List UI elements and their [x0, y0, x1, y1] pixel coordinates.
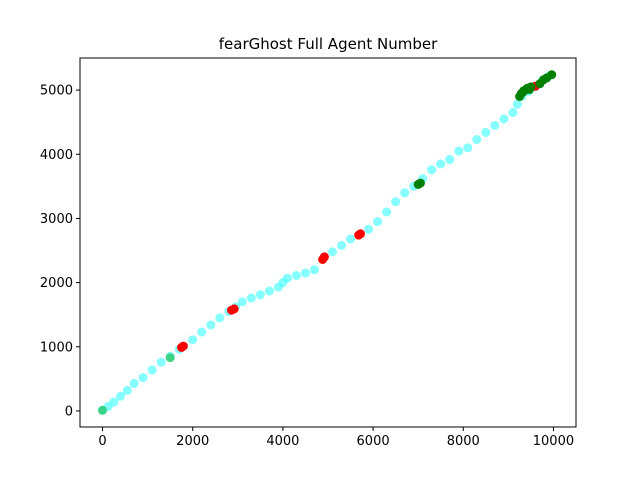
scatter-point — [346, 234, 355, 244]
scatter-point — [481, 127, 491, 137]
y-tick-label: 2000 — [40, 276, 73, 291]
scatter-point — [508, 108, 518, 117]
plot-marks — [98, 70, 557, 415]
axes-frame — [79, 57, 577, 428]
scatter-point — [373, 217, 383, 227]
scatter-point — [364, 224, 374, 234]
x-tick-label: 8000 — [447, 434, 480, 449]
scatter-point — [547, 70, 557, 80]
scatter-point — [255, 290, 265, 300]
scatter-point — [197, 327, 207, 337]
scatter-point — [445, 154, 455, 164]
y-tick-label: 5000 — [40, 84, 73, 99]
scatter-point — [415, 178, 425, 188]
y-axis: 0 1000 2000 3000 4000 5000 — [40, 84, 80, 419]
scatter-point — [472, 135, 482, 144]
x-tick-label: 6000 — [357, 434, 390, 449]
scatter-point — [129, 378, 139, 388]
scatter-point — [156, 357, 166, 367]
y-tick-label: 4000 — [40, 148, 73, 163]
scatter-point — [319, 252, 329, 262]
y-tick-label: 1000 — [40, 340, 73, 355]
x-tick-label: 4000 — [266, 434, 299, 449]
scatter-point — [147, 365, 157, 375]
scatter-point — [229, 304, 239, 314]
y-tick-label: 3000 — [40, 212, 73, 227]
scatter-point — [526, 82, 536, 92]
x-tick-label: 0 — [98, 434, 106, 449]
scatter-point — [264, 286, 274, 296]
scatter-point — [138, 373, 148, 383]
scatter-point — [109, 397, 119, 407]
scatter-point — [178, 341, 188, 351]
y-tick-label: 0 — [65, 404, 73, 419]
scatter-point — [427, 165, 437, 175]
x-tick-label: 10000 — [533, 434, 574, 449]
scatter-point — [337, 240, 346, 250]
scatter-point — [122, 385, 132, 395]
scatter-point — [310, 265, 319, 275]
scatter-point — [301, 268, 310, 278]
x-axis: 0 2000 4000 6000 8000 10000 — [98, 427, 574, 449]
scatter-point — [499, 114, 509, 124]
scatter-point — [246, 293, 256, 303]
scatter-point — [116, 391, 126, 401]
scatter-point — [391, 197, 401, 207]
scatter-point — [382, 207, 392, 217]
scatter-point — [454, 146, 464, 156]
scatter-point — [291, 271, 301, 280]
scatter-point — [400, 188, 410, 198]
scatter-point — [328, 247, 337, 257]
scatter-point — [215, 313, 225, 323]
scatter-point — [165, 353, 175, 363]
scatter-point — [98, 405, 107, 415]
scatter-point — [206, 320, 216, 330]
scatter-point — [512, 99, 522, 109]
chart-title: fearGhost Full Agent Number — [219, 35, 438, 53]
x-tick-label: 2000 — [176, 434, 209, 449]
scatter-point — [463, 143, 473, 153]
scatter-point — [282, 273, 292, 283]
scatter-point — [490, 120, 500, 130]
scatter-point — [436, 159, 446, 169]
scatter-point — [237, 297, 247, 307]
scatter-point — [356, 229, 365, 239]
scatter-point — [188, 335, 198, 345]
